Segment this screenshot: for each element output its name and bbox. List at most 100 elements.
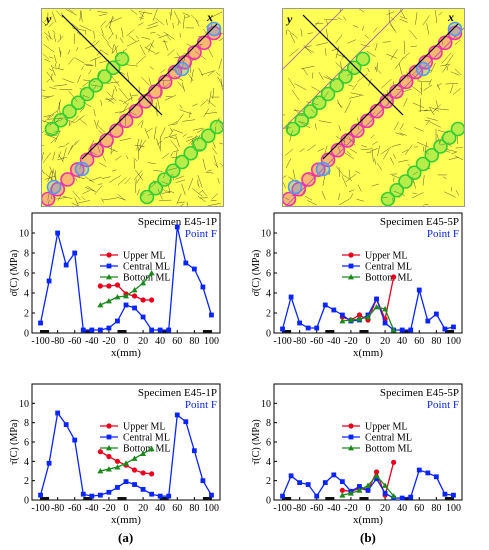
x-tick-label: -100 bbox=[31, 336, 49, 347]
crack-line bbox=[167, 49, 175, 57]
crack-line bbox=[150, 42, 154, 48]
support-block bbox=[117, 497, 126, 500]
crack-line bbox=[157, 33, 161, 37]
data-point bbox=[433, 474, 439, 480]
crack-line bbox=[119, 106, 131, 114]
crack-line bbox=[130, 111, 137, 116]
crack-line bbox=[412, 171, 418, 176]
crack-line bbox=[380, 146, 392, 155]
crack-line bbox=[58, 46, 62, 56]
crack-line bbox=[287, 29, 298, 39]
crack-line bbox=[52, 151, 56, 161]
legend-label: Central ML bbox=[123, 262, 170, 273]
legend-marker bbox=[348, 445, 354, 451]
crack-line bbox=[341, 175, 347, 187]
ring-upper bbox=[311, 95, 327, 111]
x-tick-label: 20 bbox=[380, 503, 390, 514]
crack-line bbox=[186, 201, 188, 206]
support-block bbox=[444, 330, 454, 333]
data-point bbox=[114, 464, 121, 470]
crack-line bbox=[289, 48, 299, 57]
crack-line bbox=[44, 32, 53, 40]
crack-line bbox=[165, 18, 168, 26]
crack-line bbox=[53, 67, 64, 71]
data-point bbox=[191, 266, 197, 272]
data-point bbox=[200, 284, 206, 290]
ring-blue bbox=[447, 21, 463, 37]
crack-line bbox=[45, 176, 55, 180]
crack-line bbox=[411, 73, 420, 81]
ring-upper bbox=[97, 69, 112, 84]
crack-line bbox=[122, 48, 127, 53]
crack-line bbox=[93, 30, 95, 39]
crack-line bbox=[109, 175, 121, 183]
crack-line bbox=[139, 44, 146, 55]
y-tick-label: 8 bbox=[266, 249, 271, 260]
crack-line bbox=[160, 127, 166, 137]
crack-line bbox=[428, 106, 435, 116]
crack-line bbox=[53, 34, 56, 42]
legend-label: Central ML bbox=[123, 433, 170, 444]
crack-line bbox=[303, 44, 312, 54]
crack-line bbox=[91, 84, 102, 87]
crack-line bbox=[126, 40, 140, 47]
crack-line bbox=[128, 96, 133, 101]
crack-line bbox=[210, 11, 223, 18]
crack-line bbox=[53, 171, 56, 180]
support-block bbox=[325, 497, 334, 500]
data-point bbox=[339, 479, 345, 485]
crack-line bbox=[58, 145, 66, 148]
data-point bbox=[166, 493, 172, 499]
crack-line bbox=[88, 69, 92, 75]
crack-line bbox=[144, 128, 150, 139]
crack-line bbox=[412, 192, 417, 194]
crack-line bbox=[402, 52, 410, 60]
legend-marker bbox=[348, 252, 354, 258]
crack-line bbox=[101, 198, 104, 203]
data-point bbox=[339, 487, 345, 493]
crack-line bbox=[58, 151, 61, 159]
data-point bbox=[200, 478, 206, 484]
ring-bottom bbox=[174, 154, 190, 170]
crack-line bbox=[329, 170, 331, 175]
x-tick-label: -60 bbox=[310, 336, 323, 347]
crack-line bbox=[375, 43, 378, 51]
crack-line bbox=[169, 136, 177, 139]
crack-line bbox=[177, 21, 180, 26]
crack-line bbox=[141, 36, 151, 40]
crack-line bbox=[101, 153, 106, 162]
data-point bbox=[356, 316, 363, 322]
data-point bbox=[132, 305, 137, 311]
crack-line bbox=[322, 174, 326, 186]
crack-line bbox=[299, 148, 305, 153]
crack-line bbox=[358, 9, 365, 13]
crack-line bbox=[300, 28, 303, 37]
x-tick-label: -40 bbox=[327, 336, 340, 347]
crack-line bbox=[444, 191, 456, 198]
crack-line bbox=[187, 136, 193, 138]
crack-line bbox=[417, 80, 431, 83]
x-tick-label: 80 bbox=[189, 336, 199, 347]
crack-line bbox=[115, 111, 124, 113]
x-tick-label: 40 bbox=[397, 336, 407, 347]
crack-line bbox=[352, 83, 358, 90]
ring-upper bbox=[329, 77, 345, 93]
crack-line bbox=[54, 54, 57, 64]
crack-line bbox=[350, 92, 364, 96]
crack-line bbox=[67, 144, 73, 155]
crack-line bbox=[111, 149, 116, 154]
crack-line bbox=[135, 169, 144, 181]
data-point bbox=[365, 482, 371, 488]
crack-line bbox=[133, 170, 143, 181]
data-point bbox=[347, 317, 354, 323]
crack-line bbox=[442, 65, 448, 73]
crack-line bbox=[163, 169, 167, 179]
crack-line bbox=[57, 156, 67, 161]
crack-line bbox=[361, 145, 367, 148]
ring-central bbox=[42, 191, 56, 206]
legend-label: Bottom ML bbox=[365, 444, 413, 455]
data-point bbox=[89, 493, 95, 499]
crack-line bbox=[121, 27, 124, 38]
crack-line bbox=[54, 63, 57, 68]
